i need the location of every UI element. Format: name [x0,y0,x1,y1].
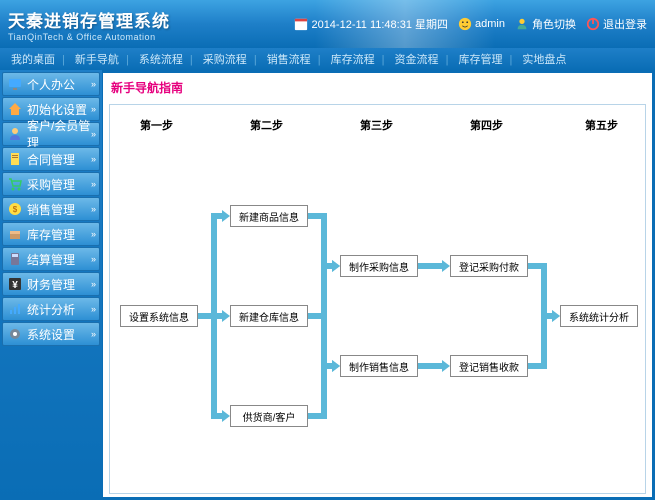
flow-node-n2[interactable]: 新建商品信息 [230,205,308,227]
sidebar-item-9[interactable]: 统计分析 » [2,297,100,321]
sidebar-item-4[interactable]: 采购管理 » [2,172,100,196]
chevron-icon: » [91,254,96,264]
sidebar-label: 合同管理 [27,151,75,168]
sidebar-label: 结算管理 [27,251,75,268]
cart-icon [7,176,23,192]
tab-0[interactable]: 我的桌面 [8,49,68,69]
chevron-icon: » [91,304,96,314]
flow-node-n6[interactable]: 制作销售信息 [340,355,418,377]
role-switch-button[interactable]: 角色切换 [515,16,576,32]
datetime-display: 2014-12-11 11:48:31 星期四 [294,16,448,32]
flow-node-n5[interactable]: 制作采购信息 [340,255,418,277]
flow-node-n1[interactable]: 设置系统信息 [120,305,198,327]
sidebar-label: 统计分析 [27,301,75,318]
sidebar-label: 客户/会员管理 [27,117,95,151]
tab-bar: 我的桌面新手导航系统流程采购流程销售流程库存流程资金流程库存管理实地盘点 [0,48,655,70]
sidebar-item-2[interactable]: 客户/会员管理» [2,122,100,146]
monitor-icon [7,76,23,92]
gear-icon [7,326,23,342]
user-icon [458,17,472,31]
sidebar-label: 库存管理 [27,226,75,243]
header-right: 2014-12-11 11:48:31 星期四 admin 角色切换 退出登录 [294,16,647,32]
system-subtitle: TianQinTech & Office Automation [8,32,294,42]
logout-label: 退出登录 [603,16,647,32]
logout-button[interactable]: 退出登录 [586,16,647,32]
flow-node-n9[interactable]: 系统统计分析 [560,305,638,327]
money-icon: $ [7,201,23,217]
tab-7[interactable]: 库存管理 [455,49,515,69]
chevron-icon: » [91,204,96,214]
flow-node-n8[interactable]: 登记销售收款 [450,355,528,377]
flow-node-n4[interactable]: 供货商/客户 [230,405,308,427]
tab-5[interactable]: 库存流程 [328,49,388,69]
sidebar: 个人办公»初始化设置»客户/会员管理»合同管理»采购管理»$销售管理»库存管理»… [0,70,102,500]
step-header-0: 第一步 [140,117,173,133]
sidebar-item-0[interactable]: 个人办公 » [2,72,100,96]
home-icon [7,101,23,117]
app-header: 天秦进销存管理系统 TianQinTech & Office Automatio… [0,0,655,48]
sidebar-label: 销售管理 [27,201,75,218]
role-switch-label: 角色切换 [532,16,576,32]
yen-icon: ¥ [7,276,23,292]
main-panel: 新手导航指南 第一步 第二步 第三步 第四步 第五步设置系统信息 新建商品信息新建仓库信息… [102,72,653,498]
sidebar-label: 系统设置 [27,326,75,343]
chevron-icon: » [91,229,96,239]
tab-3[interactable]: 采购流程 [200,49,260,69]
sidebar-item-7[interactable]: 结算管理 » [2,247,100,271]
sidebar-label: 采购管理 [27,176,75,193]
sidebar-item-3[interactable]: 合同管理 » [2,147,100,171]
sidebar-item-10[interactable]: 系统设置 » [2,322,100,346]
sidebar-label: 个人办公 [27,76,75,93]
sidebar-item-8[interactable]: ¥ 财务管理 » [2,272,100,296]
chevron-icon: » [91,129,96,139]
panel-title: 新手导航指南 [103,73,652,102]
calc-icon [7,251,23,267]
user-display[interactable]: admin [458,17,505,31]
box-icon [7,226,23,242]
system-title: 天秦进销存管理系统 [8,7,294,32]
tab-1[interactable]: 新手导航 [72,49,132,69]
sidebar-label: 初始化设置 [27,101,87,118]
chevron-icon: » [91,279,96,289]
chart-icon [7,301,23,317]
flow-connectors [110,105,645,493]
datetime-text: 2014-12-11 11:48:31 星期四 [311,16,448,32]
chevron-icon: » [91,104,96,114]
tab-6[interactable]: 资金流程 [392,49,452,69]
svg-text:$: $ [13,205,18,214]
user-name: admin [475,18,505,30]
user-icon [7,126,23,142]
title-block: 天秦进销存管理系统 TianQinTech & Office Automatio… [8,7,294,42]
step-header-4: 第五步 [585,117,618,133]
chevron-icon: » [91,179,96,189]
sidebar-item-6[interactable]: 库存管理 » [2,222,100,246]
doc-icon [7,151,23,167]
tab-2[interactable]: 系统流程 [136,49,196,69]
step-header-2: 第三步 [360,117,393,133]
step-header-1: 第二步 [250,117,283,133]
tab-4[interactable]: 销售流程 [264,49,324,69]
chevron-icon: » [91,79,96,89]
sidebar-item-5[interactable]: $ 销售管理 » [2,197,100,221]
svg-text:¥: ¥ [12,280,18,291]
calendar-icon [294,17,308,31]
logout-icon [586,17,600,31]
chevron-icon: » [91,154,96,164]
tab-8[interactable]: 实地盘点 [519,49,569,69]
main-layout: 个人办公»初始化设置»客户/会员管理»合同管理»采购管理»$销售管理»库存管理»… [0,70,655,500]
step-header-3: 第四步 [470,117,503,133]
flow-node-n7[interactable]: 登记采购付款 [450,255,528,277]
chevron-icon: » [91,329,96,339]
flowchart: 第一步 第二步 第三步 第四步 第五步设置系统信息 新建商品信息新建仓库信息供货商/客户 制… [109,104,646,494]
sidebar-label: 财务管理 [27,276,75,293]
role-icon [515,17,529,31]
flow-node-n3[interactable]: 新建仓库信息 [230,305,308,327]
